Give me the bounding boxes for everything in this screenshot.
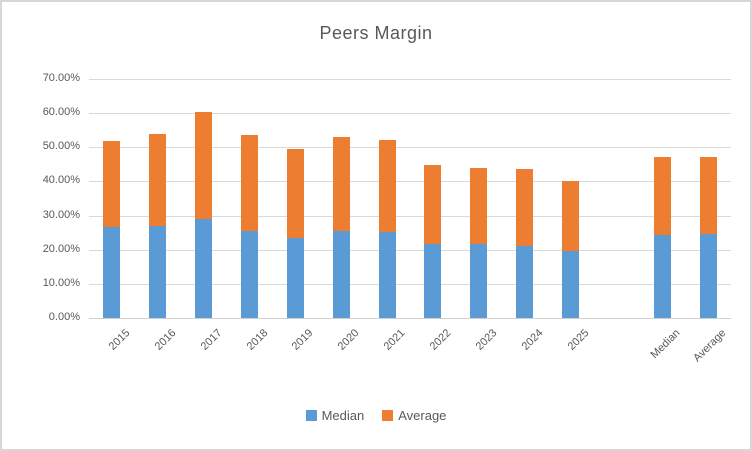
bar-2024-median[interactable] — [516, 245, 534, 318]
bar-2023-median[interactable] — [470, 243, 488, 318]
gridline — [89, 181, 731, 183]
bar-2019-median[interactable] — [286, 238, 304, 318]
gridline — [89, 147, 731, 149]
bar-2015-median[interactable] — [103, 226, 121, 318]
x-axis-line — [89, 318, 731, 319]
y-tick-label: 50.00% — [42, 140, 80, 153]
bar-2021-median[interactable] — [378, 231, 396, 318]
bar-2023-average[interactable] — [470, 168, 488, 244]
bar-average-average[interactable] — [699, 156, 717, 234]
gridline — [89, 79, 731, 80]
bar-2015-average[interactable] — [103, 141, 121, 227]
bar-2017-average[interactable] — [195, 112, 213, 220]
legend-label: Average — [398, 408, 447, 423]
y-tick-label: 30.00% — [42, 208, 80, 221]
y-tick-label: 70.00% — [42, 72, 80, 84]
bar-2018-average[interactable] — [241, 134, 258, 232]
bar-2025-average[interactable] — [562, 181, 579, 251]
bar-2024-average[interactable] — [516, 169, 534, 246]
bar-2018-median[interactable] — [241, 231, 258, 318]
y-tick-label: 10.00% — [42, 276, 80, 289]
bar-2021-average[interactable] — [378, 139, 396, 232]
bar-2017-median[interactable] — [195, 219, 213, 318]
y-tick-label: 20.00% — [42, 242, 80, 255]
gridline — [89, 249, 731, 251]
bar-2020-median[interactable] — [332, 231, 350, 318]
y-tick-label: 40.00% — [42, 174, 80, 187]
bar-2022-average[interactable] — [424, 165, 442, 244]
bar-median-average[interactable] — [653, 156, 671, 236]
bar-average-median[interactable] — [699, 233, 717, 318]
legend-swatch-average — [382, 410, 394, 421]
legend-entry-average[interactable]: Average — [382, 408, 446, 423]
legend-swatch-median — [305, 410, 317, 421]
y-tick-label: 60.00% — [42, 106, 80, 119]
bar-2016-average[interactable] — [149, 133, 167, 227]
chart-title[interactable]: Peers Margin — [319, 23, 433, 43]
gridline — [89, 215, 731, 217]
y-tick-label: 0.00% — [48, 311, 80, 323]
legend-entry-median[interactable]: Median — [305, 408, 365, 423]
chart-legend: Median Average — [2, 408, 750, 423]
legend-label: Median — [321, 408, 365, 423]
bar-2022-median[interactable] — [424, 243, 442, 318]
bar-median-median[interactable] — [653, 235, 671, 318]
bar-2019-average[interactable] — [286, 149, 304, 239]
x-tick-label-2015: 2015 — [106, 327, 133, 353]
x-tick-label-median: Median — [648, 327, 683, 361]
bar-2025-median[interactable] — [562, 250, 579, 318]
bar-2020-average[interactable] — [332, 137, 350, 232]
gridline — [89, 113, 731, 115]
gridline — [89, 283, 731, 285]
bar-2016-median[interactable] — [149, 226, 167, 318]
